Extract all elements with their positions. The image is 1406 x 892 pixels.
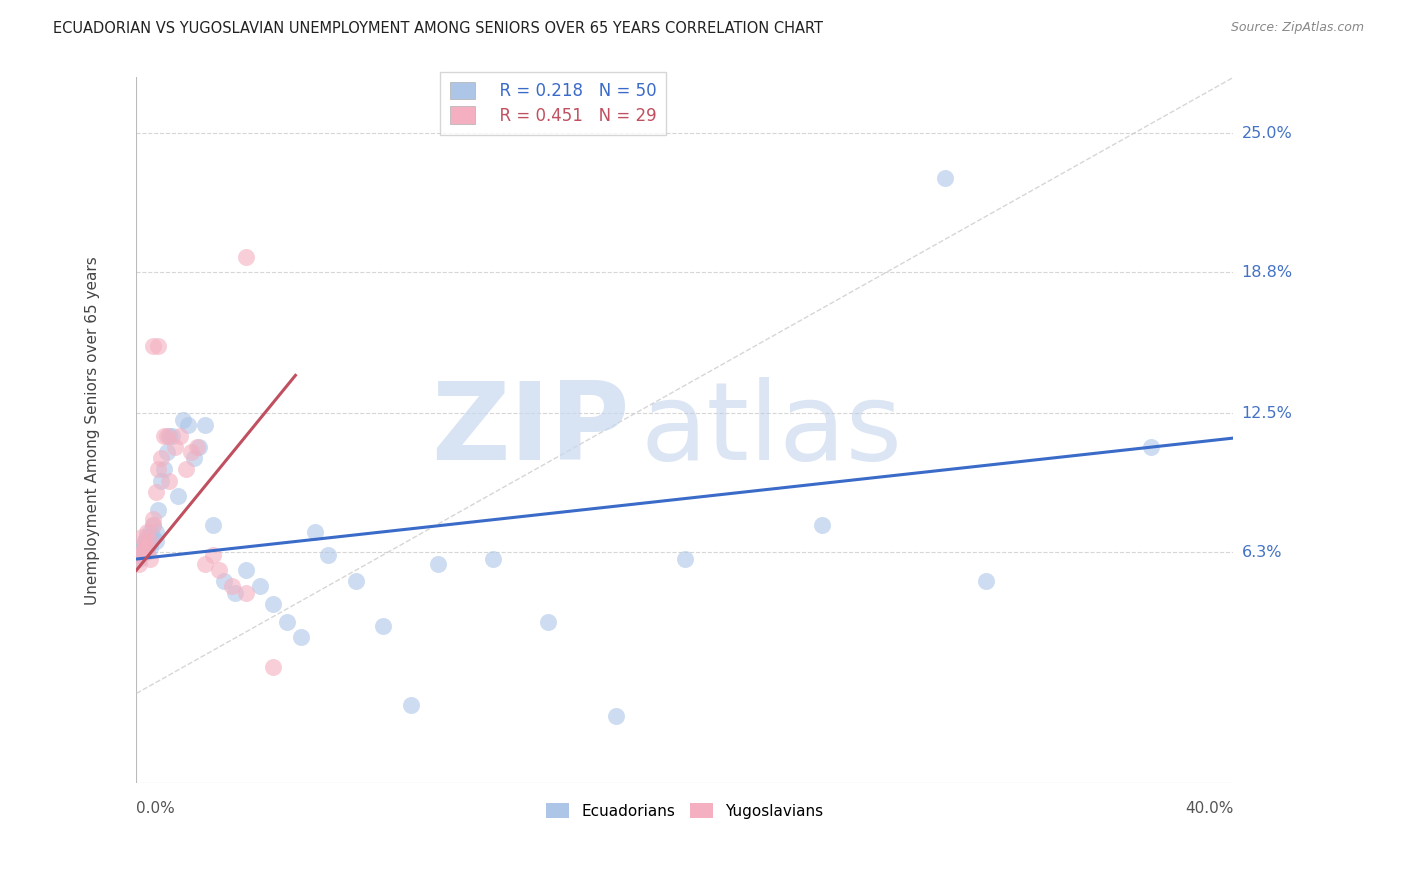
Point [150,451,173,466]
Point [131,545,153,559]
Point [136,541,159,555]
Point [194,557,217,571]
Point [131,530,153,544]
Point [139,534,162,549]
Point [136,530,159,544]
Text: 6.3%: 6.3% [1241,545,1282,560]
Point [134,536,156,550]
Point [136,545,159,559]
Point [136,525,159,540]
Point [148,502,170,516]
Point [276,615,298,629]
Point [139,525,162,540]
Point [235,250,257,264]
Point [166,489,188,503]
Point [134,541,156,555]
Point [249,579,271,593]
Text: Source: ZipAtlas.com: Source: ZipAtlas.com [1230,21,1364,34]
Point [128,548,150,562]
Point [153,429,176,443]
Point [142,530,165,544]
Point [188,440,211,454]
Point [142,339,165,353]
Point [208,563,231,577]
Point [482,552,505,566]
Point [174,462,197,476]
Text: 12.5%: 12.5% [1241,406,1292,421]
Point [157,474,180,488]
Point [186,440,208,454]
Point [148,339,170,353]
Legend: Ecuadorians, Yugoslavians: Ecuadorians, Yugoslavians [540,797,830,825]
Point [155,444,177,458]
Point [263,659,285,673]
Point [145,484,167,499]
Point [212,574,235,589]
Point [172,413,194,427]
Point [128,548,150,562]
Point [976,574,998,589]
Point [202,518,225,533]
Point [1140,440,1163,454]
Point [142,518,165,533]
Point [344,574,367,589]
Point [290,631,312,645]
Point [155,429,177,443]
Text: ECUADORIAN VS YUGOSLAVIAN UNEMPLOYMENT AMONG SENIORS OVER 65 YEARS CORRELATION C: ECUADORIAN VS YUGOSLAVIAN UNEMPLOYMENT A… [53,21,824,36]
Point [134,541,156,555]
Point [183,451,205,466]
Text: ZIP: ZIP [432,377,630,483]
Point [263,597,285,611]
Point [318,548,340,562]
Point [934,171,956,186]
Point [134,534,156,549]
Point [537,615,560,629]
Point [811,518,834,533]
Text: 40.0%: 40.0% [1185,801,1233,816]
Point [153,462,176,476]
Point [157,429,180,443]
Point [235,563,257,577]
Point [224,585,246,599]
Text: atlas: atlas [641,377,903,483]
Point [148,462,170,476]
Point [177,417,200,432]
Point [139,534,162,549]
Point [304,525,326,540]
Point [139,552,162,566]
Point [399,698,422,712]
Point [427,557,450,571]
Text: 18.8%: 18.8% [1241,265,1292,280]
Point [134,534,156,549]
Point [139,541,162,555]
Point [163,440,186,454]
Point [128,552,150,566]
Point [160,429,183,443]
Point [202,548,225,562]
Text: 0.0%: 0.0% [136,801,176,816]
Point [136,541,159,555]
Point [221,579,243,593]
Point [235,585,257,599]
Text: Unemployment Among Seniors over 65 years: Unemployment Among Seniors over 65 years [84,256,100,605]
Point [373,619,395,633]
Point [180,444,202,458]
Point [169,429,191,443]
Point [131,545,153,559]
Point [145,534,167,549]
Point [673,552,696,566]
Point [605,709,627,723]
Text: 25.0%: 25.0% [1241,126,1292,141]
Point [128,557,150,571]
Point [131,541,153,555]
Point [194,417,217,432]
Point [145,525,167,540]
Point [142,518,165,533]
Point [142,512,165,526]
Point [150,474,173,488]
